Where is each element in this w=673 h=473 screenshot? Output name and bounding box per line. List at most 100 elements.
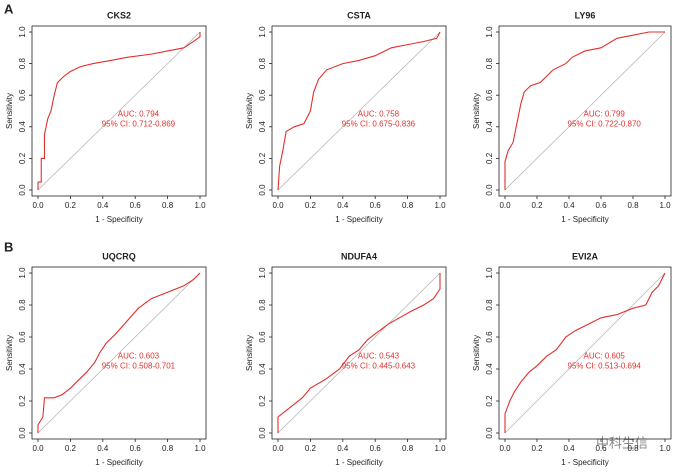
x-tick-label: 1.0 bbox=[659, 444, 671, 453]
x-tick-label: 0.6 bbox=[370, 201, 382, 210]
x-tick-label: 1.0 bbox=[194, 444, 206, 453]
y-axis-label: Sensitivity bbox=[245, 93, 254, 129]
x-tick-label: 0.2 bbox=[531, 201, 543, 210]
x-tick-label: 1.0 bbox=[194, 201, 206, 210]
y-tick-label: 0.8 bbox=[485, 299, 494, 311]
chart-title: NDUFA4 bbox=[341, 251, 377, 261]
y-tick-label: 0.4 bbox=[258, 121, 267, 133]
x-axis-label: 1 - Specificity bbox=[95, 458, 143, 467]
y-tick-label: 0.2 bbox=[485, 395, 494, 407]
annotation: AUC: 0.543 bbox=[358, 351, 400, 360]
reference-line bbox=[37, 31, 201, 191]
x-tick-label: 0.4 bbox=[97, 201, 109, 210]
plot-frame bbox=[271, 25, 447, 197]
y-tick-label: 0.0 bbox=[485, 427, 494, 439]
y-tick-label: 0.2 bbox=[18, 152, 27, 164]
annotation: 95% CI: 0.722-0.870 bbox=[568, 119, 642, 128]
x-tick-label: 0.2 bbox=[65, 444, 77, 453]
y-tick-label: 0.2 bbox=[485, 152, 494, 164]
y-tick-label: 0.2 bbox=[258, 152, 267, 164]
x-tick-label: 0.4 bbox=[97, 444, 109, 453]
plot-frame bbox=[271, 266, 447, 440]
reference-line bbox=[37, 272, 201, 434]
x-tick-label: 0.4 bbox=[337, 444, 349, 453]
y-tick-label: 0.0 bbox=[258, 184, 267, 196]
x-axis-label: 1 - Specificity bbox=[561, 215, 609, 224]
x-tick-label: 0.0 bbox=[499, 444, 511, 453]
chart-title: CKS2 bbox=[107, 10, 131, 20]
y-tick-label: 0.2 bbox=[258, 395, 267, 407]
y-tick-label: 0.4 bbox=[485, 121, 494, 133]
y-tick-label: 0.4 bbox=[18, 121, 27, 133]
x-tick-label: 0.2 bbox=[65, 201, 77, 210]
y-tick-label: 0.6 bbox=[258, 331, 267, 343]
x-axis-label: 1 - Specificity bbox=[561, 458, 609, 467]
plot-frame bbox=[498, 266, 672, 440]
y-tick-label: 0.8 bbox=[485, 57, 494, 69]
chart-title: UQCRQ bbox=[102, 251, 136, 261]
x-tick-label: 0.6 bbox=[130, 201, 142, 210]
roc-curve bbox=[37, 272, 201, 433]
roc-curve bbox=[277, 31, 441, 191]
x-tick-label: 0.6 bbox=[130, 444, 142, 453]
annotation: AUC: 0.794 bbox=[118, 109, 160, 118]
plot-frame bbox=[31, 25, 207, 197]
x-tick-label: 0.8 bbox=[162, 444, 174, 453]
x-tick-label: 0.8 bbox=[627, 201, 639, 210]
chart-title: EVI2A bbox=[572, 251, 599, 261]
x-tick-label: 0.0 bbox=[272, 201, 284, 210]
y-tick-label: 0.2 bbox=[18, 395, 27, 407]
x-tick-label: 0.0 bbox=[32, 444, 44, 453]
x-tick-label: 0.2 bbox=[531, 444, 543, 453]
y-tick-label: 1.0 bbox=[18, 267, 27, 279]
x-tick-label: 0.4 bbox=[563, 201, 575, 210]
x-tick-label: 0.8 bbox=[402, 201, 414, 210]
x-tick-label: 1.0 bbox=[434, 444, 446, 453]
y-axis-label: Sensitivity bbox=[5, 93, 14, 129]
y-tick-label: 0.6 bbox=[485, 89, 494, 101]
y-tick-label: 1.0 bbox=[485, 267, 494, 279]
reference-line bbox=[277, 31, 441, 191]
y-tick-label: 0.8 bbox=[18, 57, 27, 69]
annotation: AUC: 0.799 bbox=[584, 109, 626, 118]
x-tick-label: 0.0 bbox=[499, 201, 511, 210]
chart-title: CSTA bbox=[347, 10, 371, 20]
roc-curve bbox=[37, 32, 201, 190]
roc-curve bbox=[504, 31, 665, 190]
y-tick-label: 1.0 bbox=[258, 26, 267, 38]
plot-frame bbox=[498, 25, 672, 197]
x-tick-label: 0.2 bbox=[305, 201, 317, 210]
y-tick-label: 0.4 bbox=[18, 363, 27, 375]
y-tick-label: 0.0 bbox=[258, 427, 267, 439]
y-tick-label: 0.6 bbox=[18, 331, 27, 343]
reference-line bbox=[504, 31, 666, 191]
y-tick-label: 0.0 bbox=[18, 427, 27, 439]
x-tick-label: 0.4 bbox=[563, 444, 575, 453]
x-axis-label: 1 - Specificity bbox=[95, 215, 143, 224]
y-axis-label: Sensitivity bbox=[472, 93, 481, 129]
panel-label: B bbox=[4, 239, 13, 254]
y-tick-label: 0.6 bbox=[258, 89, 267, 101]
y-axis-label: Sensitivity bbox=[245, 335, 254, 371]
plot-frame bbox=[31, 266, 207, 440]
x-tick-label: 1.0 bbox=[434, 201, 446, 210]
x-axis-label: 1 - Specificity bbox=[335, 215, 383, 224]
reference-line bbox=[277, 272, 441, 434]
roc-curve bbox=[277, 273, 441, 433]
chart-title: LY96 bbox=[575, 10, 596, 20]
x-tick-label: 0.4 bbox=[337, 201, 349, 210]
y-tick-label: 0.6 bbox=[18, 89, 27, 101]
annotation: 95% CI: 0.445-0.643 bbox=[342, 361, 416, 370]
annotation: 95% CI: 0.513-0.694 bbox=[568, 361, 642, 370]
y-tick-label: 0.4 bbox=[485, 363, 494, 375]
x-tick-label: 0.8 bbox=[627, 444, 639, 453]
y-tick-label: 0.8 bbox=[18, 299, 27, 311]
x-tick-label: 0.6 bbox=[595, 201, 607, 210]
annotation: AUC: 0.603 bbox=[118, 351, 160, 360]
y-tick-label: 0.0 bbox=[18, 184, 27, 196]
y-tick-label: 0.8 bbox=[258, 57, 267, 69]
annotation: 95% CI: 0.508-0.701 bbox=[102, 361, 176, 370]
x-axis-label: 1 - Specificity bbox=[335, 458, 383, 467]
